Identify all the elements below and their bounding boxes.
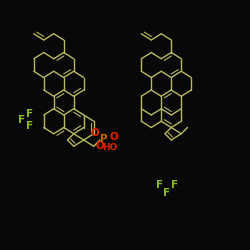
Text: O: O [96, 141, 104, 151]
Text: HO: HO [102, 143, 118, 152]
Text: O: O [90, 128, 100, 138]
Text: F: F [172, 180, 178, 190]
Text: P: P [100, 134, 108, 144]
Text: F: F [156, 180, 164, 190]
Text: F: F [26, 121, 34, 131]
Text: O: O [110, 132, 118, 142]
Text: F: F [18, 115, 26, 125]
Text: F: F [164, 188, 170, 198]
Text: F: F [26, 109, 34, 119]
